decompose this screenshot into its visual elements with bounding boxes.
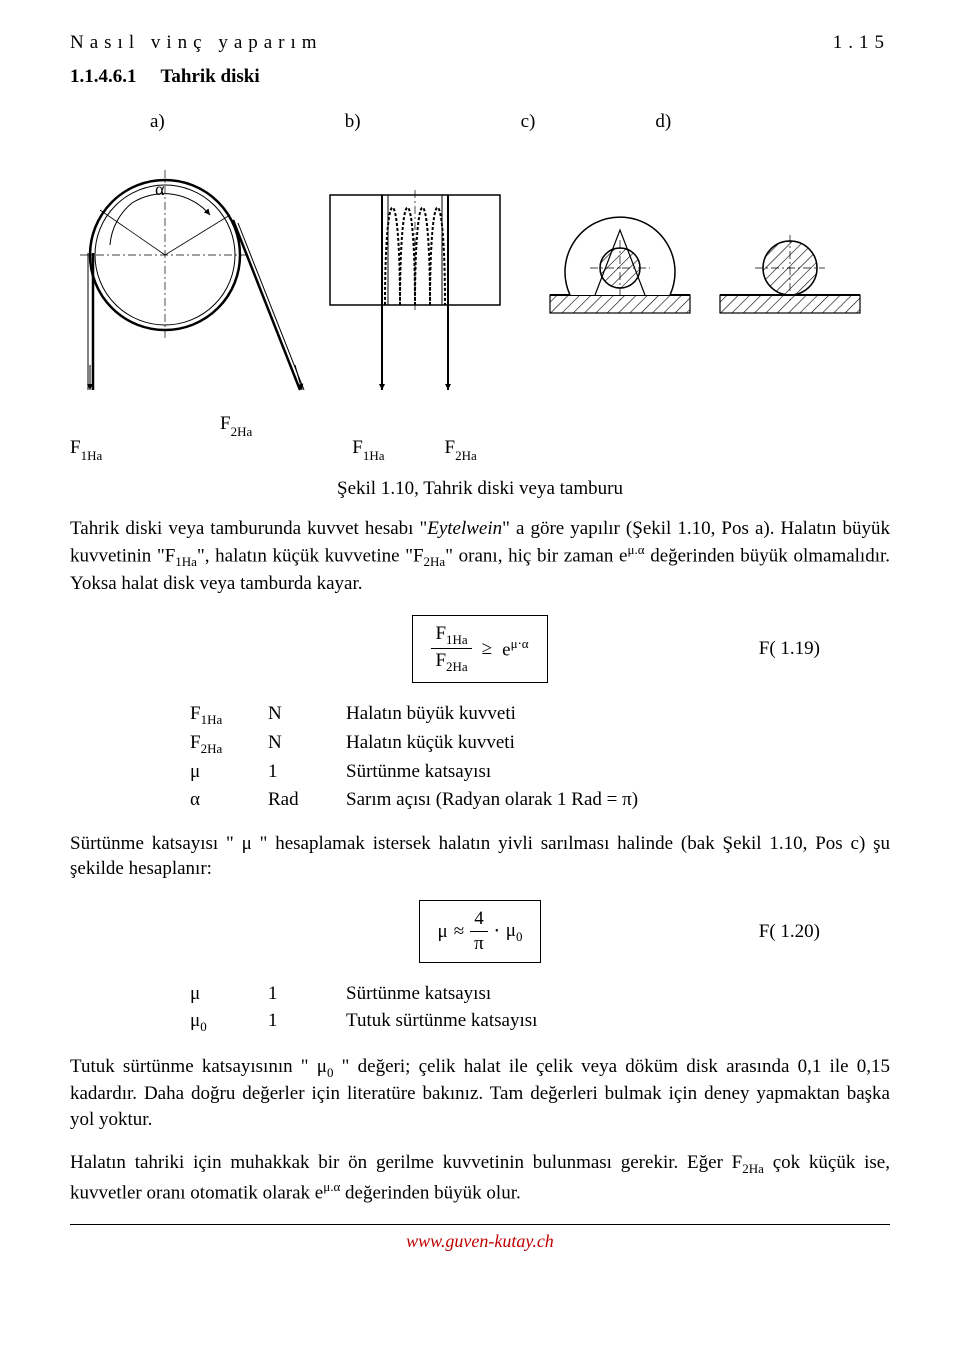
formula-1-number: F( 1.19) xyxy=(759,636,820,662)
figure-labels-row: a) b) c) d) xyxy=(70,109,890,135)
formula-2-row: μ ≈ 4 π ⋅ μ0 F( 1.20) xyxy=(70,900,890,963)
def-row: μ 1 Sürtünme katsayısı xyxy=(190,981,890,1007)
section-heading: 1.1.4.6.1 Tahrik diski xyxy=(70,64,890,90)
definitions-2: μ 1 Sürtünme katsayısı μ0 1 Tutuk sürtün… xyxy=(190,981,890,1036)
def-row: μ 1 Sürtünme katsayısı xyxy=(190,759,890,785)
formula-1-row: F1Ha F2Ha ≥ eμ⋅α F( 1.19) xyxy=(70,615,890,683)
fig-label-a: a) xyxy=(150,109,165,135)
fig-label-b: b) xyxy=(345,109,361,135)
paragraph-1: Tahrik diski veya tamburunda kuvvet hesa… xyxy=(70,516,890,597)
diagram-a: α xyxy=(80,170,304,390)
diagram-c xyxy=(550,217,690,313)
force-labels-row2: F1Ha F1Ha F2Ha xyxy=(70,435,477,461)
definitions-1: F1Ha N Halatın büyük kuvveti F2Ha N Hala… xyxy=(190,701,890,813)
alpha-label: α xyxy=(155,179,165,199)
footer-url: www.guven-kutay.ch xyxy=(70,1224,890,1253)
figure-svg: α xyxy=(70,145,890,405)
label-F2Ha-b: F2Ha xyxy=(445,435,477,461)
force-labels-row: F2Ha xyxy=(70,411,252,437)
label-F2Ha-a: F2Ha xyxy=(220,411,252,437)
diagram-d xyxy=(720,235,860,313)
figure-diagrams: α xyxy=(70,145,890,460)
def-row: α Rad Sarım açısı (Radyan olarak 1 Rad =… xyxy=(190,787,890,813)
fig-label-c: c) xyxy=(521,109,536,135)
page-header: Nasıl vinç yaparım 1.15 xyxy=(70,30,890,56)
label-F1Ha-b: F1Ha xyxy=(352,435,384,461)
fig-label-d: d) xyxy=(655,109,671,135)
diagram-b xyxy=(330,190,500,390)
paragraph-3: Tutuk sürtünme katsayısının " μ0 " değer… xyxy=(70,1054,890,1133)
formula-2-number: F( 1.20) xyxy=(759,919,820,945)
def-row: μ0 1 Tutuk sürtünme katsayısı xyxy=(190,1008,890,1035)
figure-caption: Şekil 1.10, Tahrik diski veya tamburu xyxy=(70,476,890,502)
paragraph-2: Sürtünme katsayısı " μ " hesaplamak iste… xyxy=(70,831,890,882)
def-row: F1Ha N Halatın büyük kuvveti xyxy=(190,701,890,728)
section-number: 1.1.4.6.1 xyxy=(70,64,137,90)
formula-2-box: μ ≈ 4 π ⋅ μ0 xyxy=(419,900,542,963)
formula-1-box: F1Ha F2Ha ≥ eμ⋅α xyxy=(412,615,547,683)
section-title: Tahrik diski xyxy=(161,64,260,90)
label-F1Ha-a: F1Ha xyxy=(70,435,102,461)
paragraph-4: Halatın tahriki için muhakkak bir ön ger… xyxy=(70,1150,890,1205)
page-number: 1.15 xyxy=(833,30,890,56)
header-title: Nasıl vinç yaparım xyxy=(70,30,323,56)
def-row: F2Ha N Halatın küçük kuvveti xyxy=(190,730,890,757)
